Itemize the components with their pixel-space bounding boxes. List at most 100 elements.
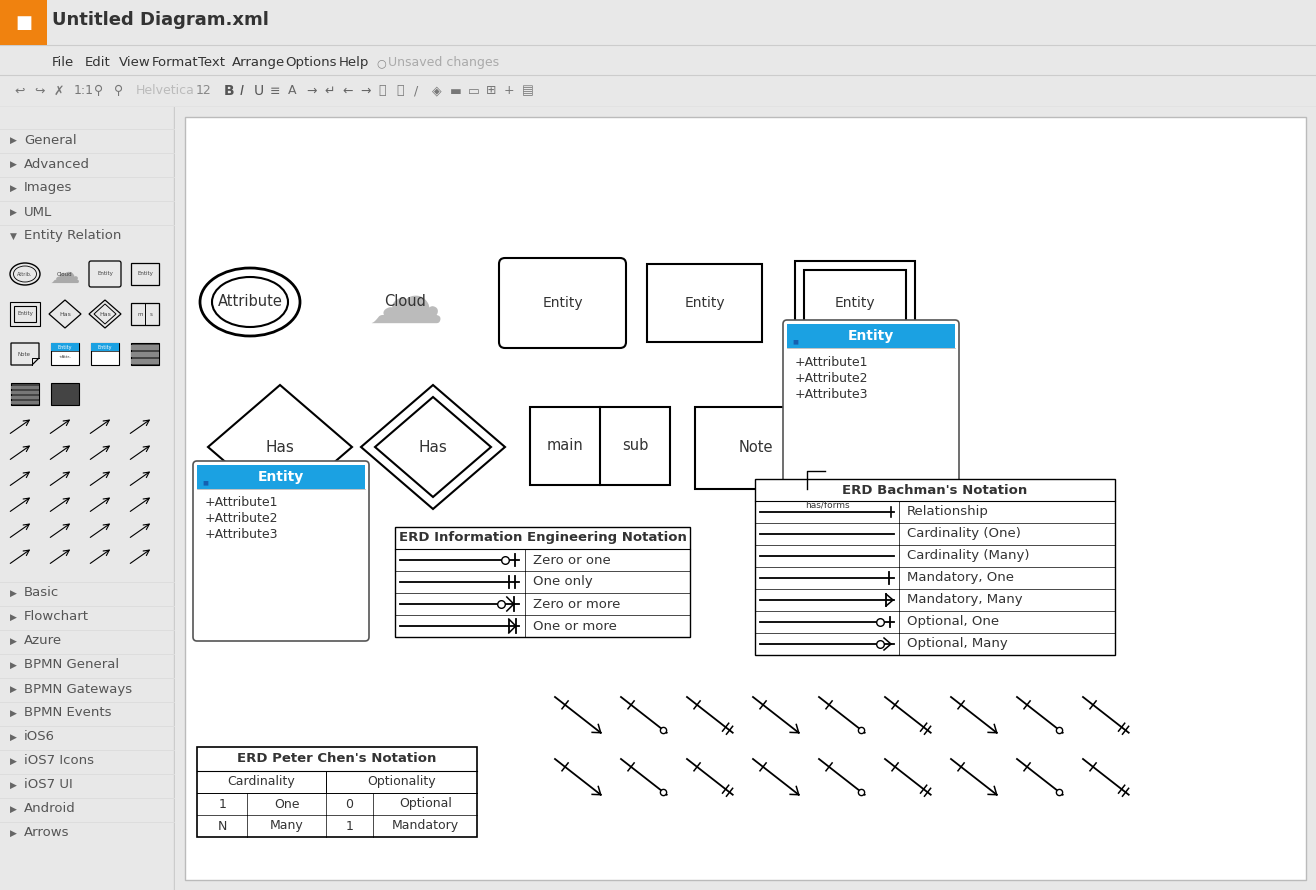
Text: Entity: Entity [58,344,72,350]
Text: ←: ← [342,85,353,98]
Text: ⚲: ⚲ [114,85,124,98]
Text: Has: Has [418,440,447,455]
Text: Untitled Diagram.xml: Untitled Diagram.xml [53,12,268,29]
Bar [132,345,159,350]
Text: UML: UML [24,206,53,219]
Text: One or more: One or more [533,619,617,633]
Text: ▤: ▤ [522,85,534,98]
Text: ↵: ↵ [324,85,334,98]
Text: Attrib.: Attrib. [17,271,33,277]
Text: Mandatory, Many: Mandatory, Many [907,594,1023,606]
Text: Relationship: Relationship [907,506,988,519]
Text: Optional: Optional [399,797,451,811]
Text: BPMN Gateways: BPMN Gateways [24,683,132,695]
Text: Entity: Entity [137,271,153,277]
Text: ■: ■ [792,339,797,344]
Text: Many: Many [270,820,304,832]
FancyBboxPatch shape [193,461,368,641]
Text: ☁: ☁ [50,260,80,288]
Bar [395,527,690,637]
Bar [647,264,762,342]
Text: Mandatory, One: Mandatory, One [907,571,1015,585]
Text: +Attribute2: +Attribute2 [795,371,869,384]
Text: ⊞: ⊞ [486,85,496,98]
Text: ▶: ▶ [11,612,17,621]
Text: ↪: ↪ [34,85,45,98]
Text: Entity: Entity [834,296,875,310]
Text: U: U [254,84,265,98]
Text: ⛶: ⛶ [396,85,404,98]
Bar [197,747,476,837]
Bar [197,465,365,489]
Text: Arrange: Arrange [232,56,284,69]
Bar [755,479,1115,655]
Text: ▶: ▶ [11,829,17,837]
Text: Flowchart: Flowchart [24,611,89,624]
Text: 1: 1 [218,797,226,811]
Bar [787,324,955,348]
Text: ◈: ◈ [432,85,442,98]
Text: ▶: ▶ [11,660,17,669]
Text: Cloud: Cloud [57,271,72,277]
Text: Has: Has [266,440,295,455]
Text: Entity: Entity [258,470,304,484]
Text: 1:1: 1:1 [74,85,93,98]
Text: Text: Text [199,56,225,69]
Bar [132,303,159,325]
Text: ✗: ✗ [54,85,64,98]
Text: main: main [546,439,583,454]
Text: ▶: ▶ [11,159,17,168]
Text: iOS7 UI: iOS7 UI [24,779,72,791]
Text: Attribute: Attribute [217,295,283,310]
Text: ☁: ☁ [367,265,443,339]
Text: Unsaved changes: Unsaved changes [388,56,499,69]
Text: B: B [224,84,234,98]
Text: +Attribute1: +Attribute1 [795,355,869,368]
Text: Optional, Many: Optional, Many [907,637,1008,651]
Text: Entity: Entity [684,296,725,310]
Text: Zero or more: Zero or more [533,597,620,611]
Text: Has: Has [59,312,71,317]
Text: ▼: ▼ [11,231,17,240]
Text: sub: sub [622,439,649,454]
Text: Mandatory: Mandatory [392,820,459,832]
Bar [51,343,79,351]
Text: ▶: ▶ [11,732,17,741]
Polygon shape [208,385,351,509]
Text: +: + [504,85,515,98]
Text: Has: Has [99,312,111,317]
Text: ▶: ▶ [11,135,17,144]
Text: Edit: Edit [86,56,111,69]
Text: ▭: ▭ [468,85,480,98]
Polygon shape [695,407,825,489]
Text: ▶: ▶ [11,805,17,813]
Text: ▶: ▶ [11,588,17,597]
Text: BPMN General: BPMN General [24,659,120,671]
Text: Basic: Basic [24,587,59,600]
Text: Cardinality (One): Cardinality (One) [907,528,1021,540]
Bar [11,396,39,399]
Bar [91,343,118,351]
Text: Advanced: Advanced [24,158,89,171]
Text: +Attr..: +Attr.. [58,355,71,359]
Text: m: m [137,312,142,317]
Text: Entity: Entity [97,271,113,277]
Text: Images: Images [24,182,72,195]
Text: General: General [24,134,76,147]
Bar [804,270,905,336]
Text: A: A [288,85,296,98]
FancyBboxPatch shape [499,258,626,348]
Text: 12: 12 [196,85,212,98]
Text: ⛶: ⛶ [378,85,386,98]
Bar [14,306,36,322]
Text: Help: Help [338,56,370,69]
Text: Optional, One: Optional, One [907,616,999,628]
Text: →: → [307,85,317,98]
Bar [132,359,159,364]
Text: iOS7 Icons: iOS7 Icons [24,755,93,767]
Bar [0,0,47,45]
Text: View: View [118,56,150,69]
Text: ▶: ▶ [11,781,17,789]
Polygon shape [361,385,505,509]
Text: +Attribute3: +Attribute3 [795,387,869,400]
